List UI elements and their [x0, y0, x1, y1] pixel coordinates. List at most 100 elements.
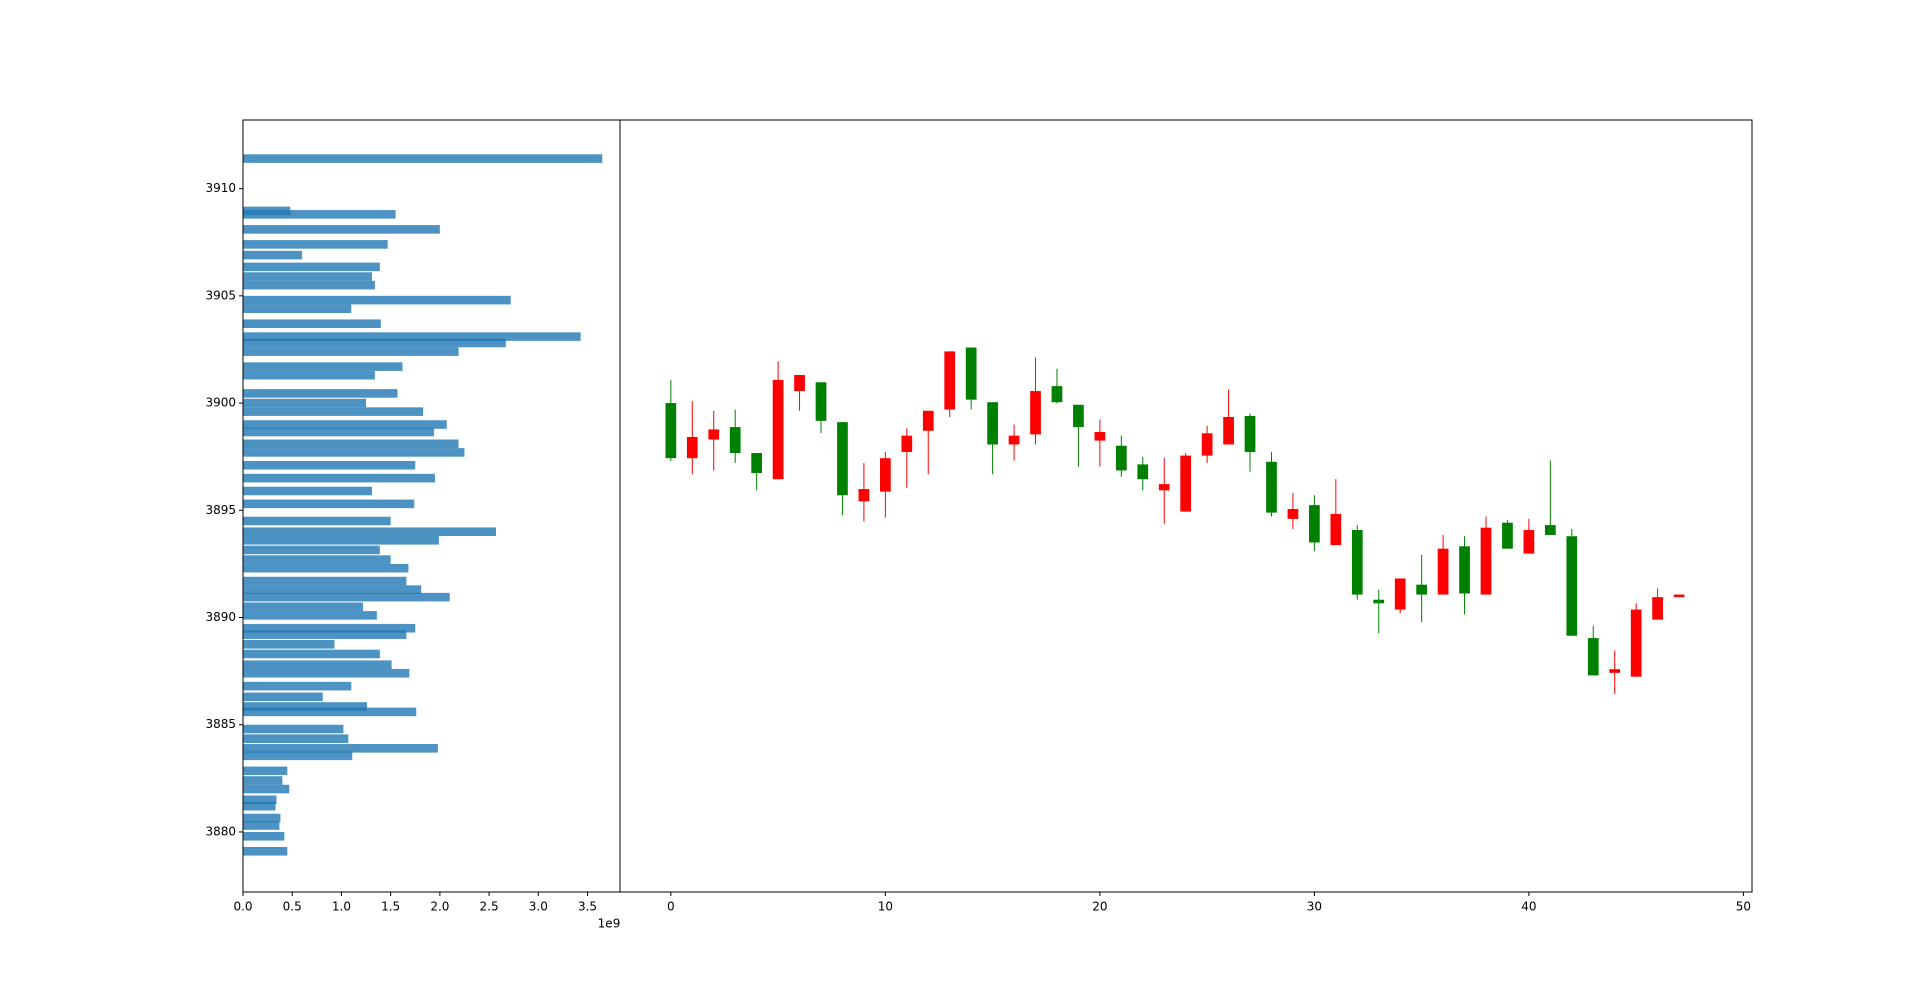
bar: [243, 407, 424, 416]
bar: [243, 250, 303, 260]
candle-body: [1544, 525, 1556, 535]
bar: [243, 295, 511, 305]
y-tick-label: 3905: [205, 288, 236, 302]
x-tick-label: 3.5: [578, 900, 597, 914]
candle-body: [1094, 432, 1106, 441]
candle-body: [1566, 536, 1578, 636]
bar: [243, 630, 407, 639]
bar: [243, 240, 388, 249]
x-tick-label: 10: [878, 900, 893, 914]
bar: [243, 262, 380, 272]
bar: [243, 592, 450, 602]
bar: [243, 649, 380, 659]
bar: [243, 499, 415, 509]
bar: [243, 576, 407, 586]
candle-body: [1373, 599, 1385, 604]
x-tick-label: 2.0: [430, 900, 449, 914]
bar: [243, 801, 276, 811]
bar: [243, 460, 416, 470]
bar: [243, 280, 375, 290]
bar: [243, 319, 381, 329]
bar: [243, 640, 335, 649]
y-tick-label: 3885: [205, 717, 236, 731]
bar: [243, 555, 391, 564]
bar: [243, 473, 435, 483]
bar: [243, 536, 439, 545]
candle-body: [1523, 530, 1535, 554]
bar: [243, 724, 344, 734]
bar: [243, 448, 465, 457]
bar: [243, 347, 459, 356]
x-tick-label: 40: [1521, 900, 1536, 914]
x-tick-label: 1.5: [381, 900, 400, 914]
candle-body: [1673, 594, 1685, 598]
x-tick-label: 2.5: [480, 900, 499, 914]
bar: [243, 660, 392, 669]
candle-body: [1244, 415, 1256, 452]
candle-body: [1008, 435, 1020, 445]
candle-body: [944, 351, 956, 410]
bar: [243, 210, 396, 219]
candle-body: [708, 429, 720, 440]
candle-body: [901, 435, 913, 452]
bar: [243, 362, 403, 371]
bar: [243, 821, 280, 830]
candle-body: [686, 436, 698, 459]
candle-body: [1330, 513, 1342, 546]
candle-body: [1201, 433, 1213, 456]
bar: [243, 516, 391, 526]
bar: [243, 272, 372, 281]
x-offset-label: 1e9: [598, 917, 621, 931]
candle-body: [879, 458, 891, 492]
bar: [243, 420, 447, 429]
candle-body: [1158, 484, 1170, 491]
bar: [243, 744, 438, 753]
bar: [243, 795, 277, 805]
candle-body: [965, 347, 977, 400]
bar: [243, 734, 349, 743]
candle-body: [1073, 404, 1084, 428]
bar: [243, 681, 352, 691]
candle-body: [1137, 464, 1149, 480]
bar: [243, 154, 603, 163]
bar: [243, 813, 281, 823]
bar: [243, 527, 496, 537]
bar: [243, 692, 323, 702]
candle-body: [751, 453, 763, 473]
candle-body: [1416, 584, 1428, 595]
candle-body: [987, 402, 998, 445]
candle-body: [1287, 509, 1299, 519]
candle-body: [1351, 530, 1363, 595]
bar: [243, 668, 410, 678]
candle-body: [837, 422, 848, 496]
bar: [243, 707, 417, 717]
x-tick-label: 1.0: [332, 900, 351, 914]
candle-body: [815, 382, 827, 421]
y-tick-label: 3895: [205, 503, 236, 517]
candle-body: [1459, 546, 1470, 594]
bar: [243, 225, 440, 234]
candle-body: [1030, 391, 1041, 435]
y-tick-label: 3890: [205, 610, 236, 624]
x-tick-label: 20: [1092, 900, 1107, 914]
candle-body: [1394, 578, 1406, 610]
bar: [243, 623, 416, 633]
candle-body: [1630, 609, 1642, 677]
bar: [243, 776, 283, 785]
candle-body: [1480, 527, 1492, 595]
candle-body: [1223, 417, 1234, 445]
x-tick-label: 0.0: [233, 900, 252, 914]
candle-body: [1309, 505, 1320, 543]
x-tick-label: 3.0: [529, 900, 548, 914]
bar: [243, 486, 372, 496]
x-tick-label: 0.5: [283, 900, 302, 914]
x-tick-label: 30: [1307, 900, 1322, 914]
bar: [243, 611, 377, 620]
bar: [243, 784, 290, 794]
candle-body: [858, 489, 870, 502]
y-tick-label: 3910: [205, 181, 236, 195]
bar: [243, 831, 285, 841]
bar: [243, 338, 506, 348]
candle-body: [1587, 638, 1599, 676]
